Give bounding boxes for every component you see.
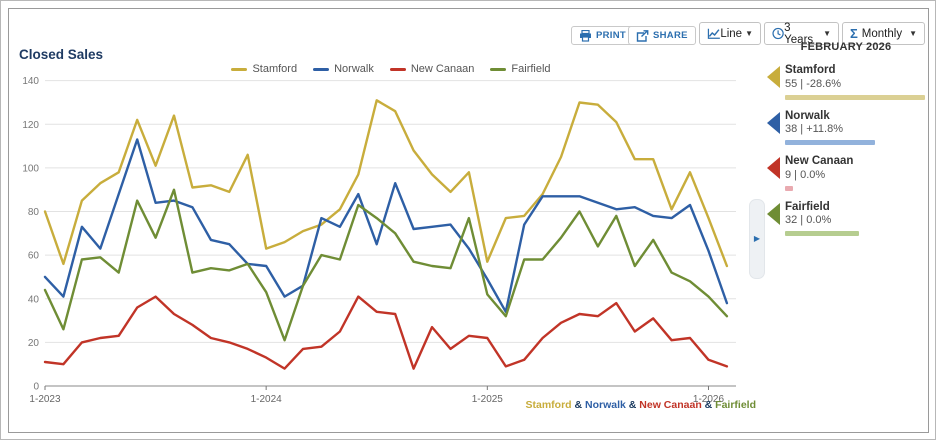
footer-legend-label: Norwalk [585,399,626,411]
chart-widget-card: PRINT SHARE Line ▼ 3 Years ▼ Σ Monthly ▼… [8,8,929,433]
legend-item-norwalk[interactable]: Norwalk [313,63,374,75]
y-axis-label: 20 [28,338,40,349]
series-line-stamford [43,99,729,268]
y-axis-label: 80 [28,207,40,218]
panel-entry-stamford: Stamford 55 | -28.6% [767,64,925,100]
chart-type-dropdown[interactable]: Line ▼ [699,22,761,45]
share-label: SHARE [653,30,688,41]
legend-dash-icon [231,67,248,71]
legend-item-new-canaan[interactable]: New Canaan [389,63,475,75]
entry-bar [785,185,794,191]
legend-dash-icon [313,67,330,71]
page-title: Closed Sales [19,47,104,62]
panel-entry-new-canaan: New Canaan 9 | 0.0% [767,155,925,191]
entry-value: 55 | -28.6% [785,77,842,90]
x-axis-label: 1-2024 [251,394,283,405]
panel-heading: FEBRUARY 2026 [800,41,892,53]
arrow-left-icon [767,157,780,180]
chevron-down-icon: ▼ [909,29,917,38]
footer-legend-separator: & [701,399,716,411]
series-line-fairfield [43,188,729,342]
arrow-left-icon [767,202,780,225]
y-axis-label: 60 [28,251,40,262]
chevron-down-icon: ▼ [823,29,831,38]
y-axis-label: 0 [33,382,39,393]
time-range-label: 3 Years [784,21,814,46]
entry-bar [785,94,925,100]
panel-entry-norwalk: Norwalk 38 | +11.8% [767,110,925,146]
interval-dropdown[interactable]: Σ Monthly ▼ [842,22,925,45]
side-panel: FEBRUARY 2026 Stamford 55 | -28.6% Norwalk… [767,41,925,246]
legend-item-stamford[interactable]: Stamford [231,63,297,75]
sales-chart-svg: 0 20 40 60 80 100 120 140 1-2023 1-2024 1-2025 1-20… [22,76,736,405]
legend-label: Fairfield [511,63,551,75]
y-axis-label: 120 [22,120,39,131]
series-line-norwalk [43,138,729,313]
series-line-new-canaan [43,295,729,370]
panel-entry-fairfield: Fairfield 32 | 0.0% [767,201,925,237]
panel-toggle[interactable]: ▶ [749,199,765,279]
entry-body: Fairfield 32 | 0.0% [785,201,925,237]
entry-value: 9 | 0.0% [785,168,826,181]
footer-legend-label: Stamford [525,399,572,411]
share-icon [636,29,649,42]
line-chart-icon [707,28,720,39]
y-axis-label: 100 [22,163,39,174]
entry-bar [785,231,860,237]
entry-name: Stamford [785,64,836,76]
panel-entries: Stamford 55 | -28.6% Norwalk 38 | +11.8% New… [767,64,925,237]
entry-value: 38 | +11.8% [785,123,844,136]
legend-dash-icon [490,67,507,71]
time-range-dropdown[interactable]: 3 Years ▼ [764,21,839,46]
chevron-right-icon: ▶ [753,234,761,243]
footer-legend-label: Fairfield [715,399,756,411]
print-label: PRINT [596,30,626,41]
legend-label: New Canaan [410,63,475,75]
legend-dash-icon [389,67,406,71]
footer-legend-separator: & [625,399,640,411]
entry-name: Norwalk [785,109,830,122]
entry-body: Stamford 55 | -28.6% [785,64,925,100]
legend-label: Norwalk [334,63,374,75]
x-axis-label: 1-2025 [472,394,504,405]
chevron-down-icon: ▼ [745,29,753,38]
y-axis-label: 140 [22,76,39,87]
clock-icon [772,27,784,40]
arrow-left-icon [767,66,780,88]
footer-legend-separator: & [571,399,586,411]
footer-legend: Stamford & Norwalk & New Canaan & Fairfi… [45,399,757,411]
entry-value: 32 | 0.0% [785,214,832,227]
print-button[interactable]: PRINT [571,26,634,45]
entry-body: New Canaan 9 | 0.0% [785,155,925,191]
x-axis-label: 1-2026 [693,394,725,405]
entry-body: Norwalk 38 | +11.8% [785,110,925,146]
interval-label: Monthly [861,27,903,40]
chart-type-label: Line [720,27,743,40]
sigma-icon: Σ [850,26,858,41]
legend-item-fairfield[interactable]: Fairfield [490,63,551,75]
arrow-left-icon [767,111,780,134]
entry-name: New Canaan [785,155,854,168]
printer-icon [580,29,591,42]
legend-label: Stamford [252,63,298,75]
footer-legend-label: New Canaan [639,399,702,411]
x-axis-label: 1-2023 [29,394,61,405]
share-button[interactable]: SHARE [628,26,696,45]
chart-legend: Stamford Norwalk New Canaan Fairfield [45,63,737,75]
entry-bar [785,140,875,146]
y-axis-label: 40 [28,294,40,305]
entry-name: Fairfield [785,200,830,213]
